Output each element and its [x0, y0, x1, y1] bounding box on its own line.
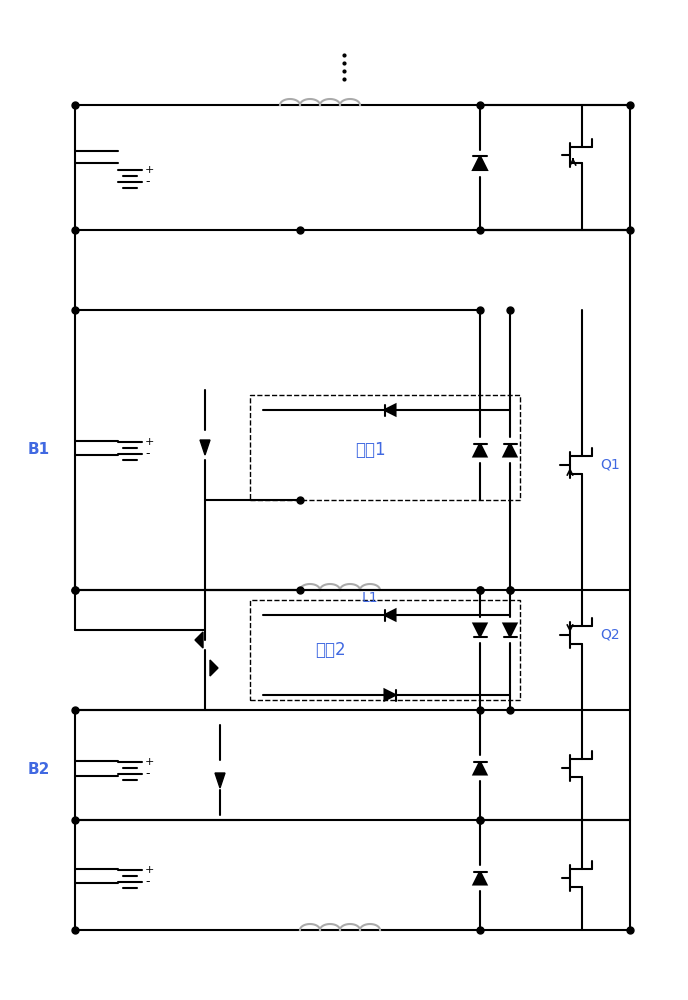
- Text: +: +: [145, 757, 154, 767]
- Text: L1: L1: [362, 591, 378, 605]
- Polygon shape: [473, 444, 486, 456]
- Text: -: -: [145, 176, 149, 188]
- Text: B1: B1: [28, 442, 50, 458]
- Text: -: -: [145, 876, 149, 888]
- Polygon shape: [504, 444, 517, 456]
- Polygon shape: [200, 440, 210, 455]
- Text: Q2: Q2: [600, 628, 620, 642]
- Text: B2: B2: [28, 762, 50, 778]
- Polygon shape: [473, 624, 486, 637]
- Text: 阶段2: 阶段2: [314, 641, 345, 659]
- Polygon shape: [385, 404, 396, 416]
- Polygon shape: [210, 660, 218, 676]
- Polygon shape: [215, 773, 225, 788]
- Text: Q1: Q1: [600, 458, 620, 472]
- Polygon shape: [473, 762, 486, 774]
- Polygon shape: [195, 632, 203, 648]
- Text: -: -: [145, 448, 149, 460]
- Text: +: +: [145, 165, 154, 175]
- Polygon shape: [473, 156, 487, 170]
- Polygon shape: [473, 871, 486, 884]
- Polygon shape: [385, 690, 396, 700]
- Text: +: +: [145, 437, 154, 447]
- Polygon shape: [385, 609, 396, 620]
- Bar: [250, 600, 520, 700]
- Text: +: +: [145, 865, 154, 875]
- Text: -: -: [145, 768, 149, 780]
- Text: 阶段1: 阶段1: [355, 441, 385, 459]
- Polygon shape: [504, 624, 517, 637]
- Bar: [250, 395, 520, 500]
